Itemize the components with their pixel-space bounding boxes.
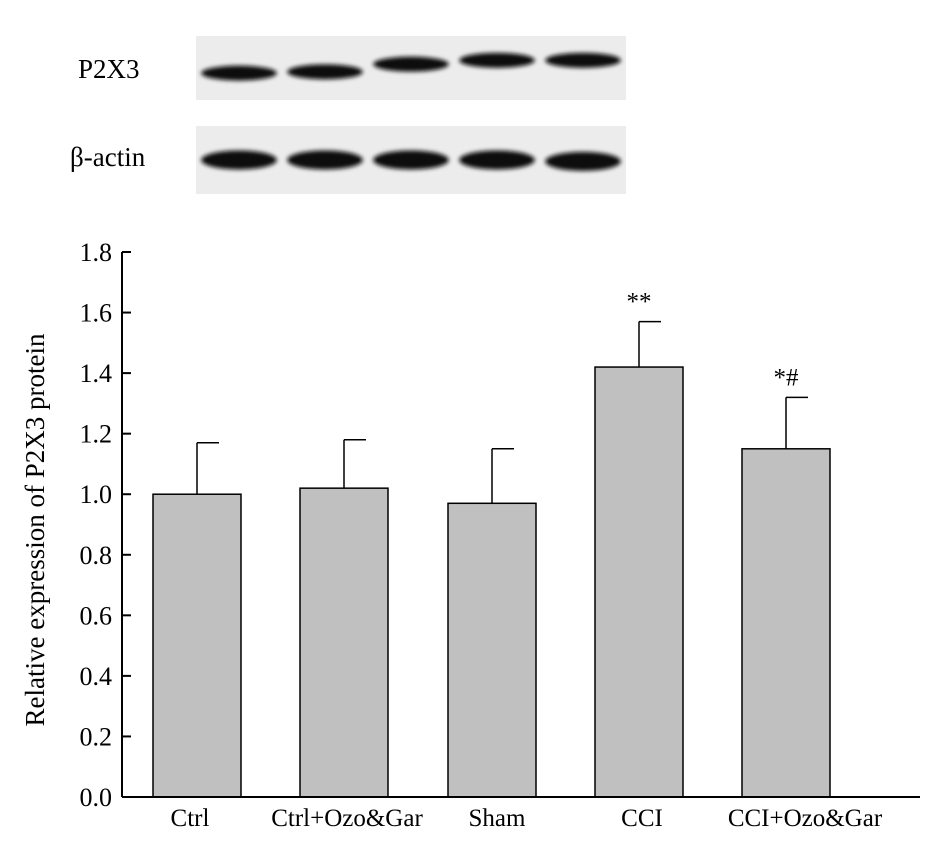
bar bbox=[742, 449, 830, 797]
bar bbox=[300, 488, 388, 797]
y-tick-label: 0.8 bbox=[80, 541, 113, 570]
significance-label: *# bbox=[774, 364, 800, 391]
x-axis: Ctrl Ctrl+Ozo&Gar Sham CCI CCI+Ozo&Gar bbox=[122, 797, 920, 832]
blot-band bbox=[459, 53, 535, 68]
bars: ** *# bbox=[153, 289, 830, 797]
x-tick-label: Ctrl+Ozo&Gar bbox=[271, 805, 423, 832]
y-tick-label: 1.4 bbox=[80, 359, 113, 388]
y-axis-label: Relative expression of P2X3 protein bbox=[20, 333, 50, 726]
y-tick-label: 1.0 bbox=[80, 480, 113, 509]
blot-band bbox=[545, 53, 621, 68]
y-tick-label: 0.4 bbox=[80, 662, 113, 691]
blot-band bbox=[287, 64, 363, 79]
bar bbox=[595, 367, 683, 797]
y-tick-label: 0.0 bbox=[80, 783, 113, 812]
blot-band bbox=[373, 151, 449, 170]
blot-band bbox=[459, 151, 535, 170]
blot-band bbox=[201, 151, 277, 170]
y-tick-label: 0.6 bbox=[80, 601, 113, 630]
x-tick-label: Ctrl bbox=[171, 805, 210, 832]
significance-label: ** bbox=[627, 289, 652, 316]
y-tick-label: 1.8 bbox=[80, 238, 113, 267]
blot-band bbox=[201, 66, 277, 81]
bar-chart: Relative expression of P2X3 protein 0.00… bbox=[20, 238, 920, 832]
y-tick-label: 0.2 bbox=[80, 722, 113, 751]
blot-band bbox=[287, 151, 363, 170]
x-tick-label: CCI bbox=[621, 805, 663, 832]
blot-band bbox=[373, 57, 449, 72]
blot-label-beta-actin: β-actin bbox=[70, 142, 146, 172]
y-tick-label: 1.6 bbox=[80, 299, 113, 328]
bar bbox=[153, 494, 241, 797]
blot-band bbox=[545, 152, 621, 171]
x-tick-label: CCI+Ozo&Gar bbox=[728, 805, 883, 832]
y-axis: 0.0 0.2 0.4 0.6 0.8 1.0 1.2 1.4 1.6 1.8 bbox=[80, 238, 132, 812]
western-blot: P2X3 β-actin bbox=[70, 36, 626, 194]
x-tick-label: Sham bbox=[469, 805, 527, 832]
y-tick-label: 1.2 bbox=[80, 420, 113, 449]
blot-label-p2x3: P2X3 bbox=[78, 54, 140, 84]
bar bbox=[448, 503, 536, 797]
